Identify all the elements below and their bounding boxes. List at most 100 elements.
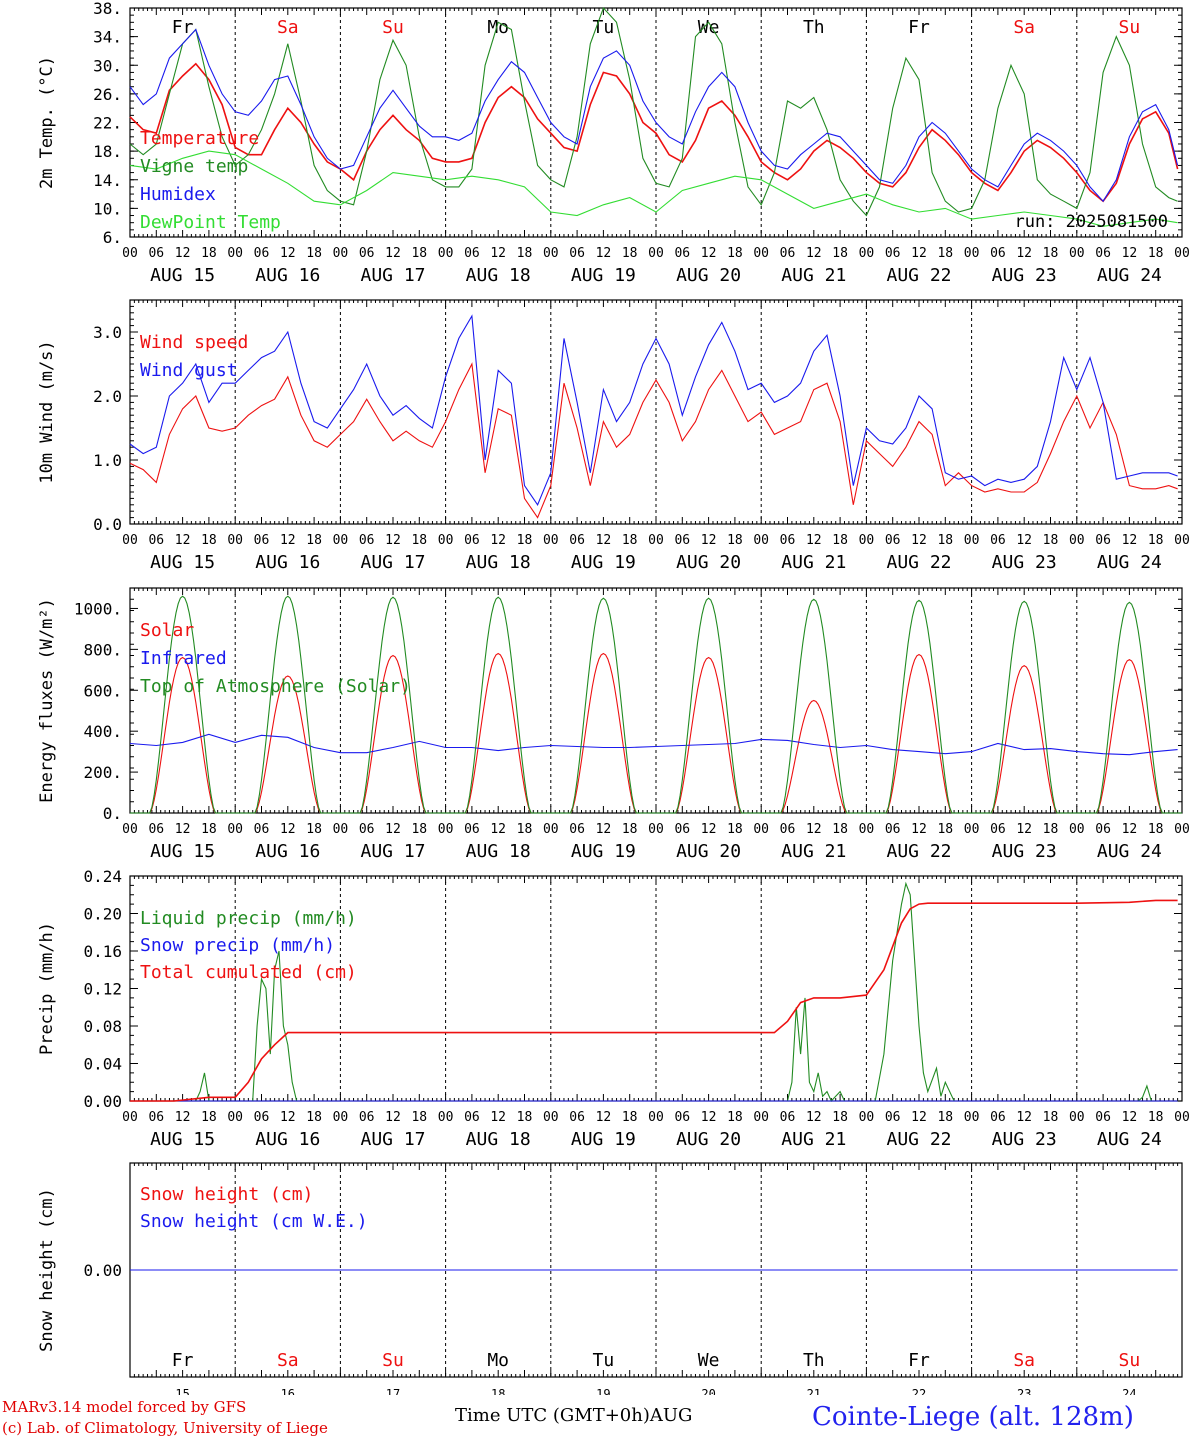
weekday-label: Sa	[1013, 1350, 1035, 1371]
legend-entry: Solar	[140, 620, 194, 641]
legend-entry: Wind speed	[140, 332, 248, 353]
weekday-label: Su	[1119, 1350, 1141, 1371]
y-tick-label: 14.	[93, 171, 122, 190]
y-axis-label: Precip (mm/h)	[37, 922, 57, 1055]
weekday-label: Su	[382, 1350, 404, 1371]
y-tick-label: 22.	[93, 114, 122, 133]
hour-label: 06	[1095, 246, 1111, 261]
date-label: AUG 19	[571, 265, 636, 286]
hour-label: 06	[569, 1110, 585, 1125]
hour-label: 12	[385, 822, 401, 837]
hour-label: 18	[1043, 822, 1059, 837]
date-label: AUG 19	[571, 552, 636, 573]
hour-label: 18	[201, 1110, 217, 1125]
y-tick-label: 34.	[93, 28, 122, 47]
hour-label: 00	[438, 822, 454, 837]
y-tick-label: 0.08	[83, 1017, 122, 1036]
hour-label: 06	[990, 822, 1006, 837]
y-tick-label: 18.	[93, 142, 122, 161]
hour-label: 00	[333, 1110, 349, 1125]
series-line	[130, 881, 1178, 1102]
hour-label: 06	[674, 1110, 690, 1125]
hour-label: 06	[780, 822, 796, 837]
hour-label: 12	[1122, 822, 1138, 837]
hour-label: 18	[727, 533, 743, 548]
station-name: Cointe-Liege (alt. 128m)	[812, 1402, 1134, 1432]
hour-label: 18	[1148, 246, 1164, 261]
hour-label: 00	[543, 246, 559, 261]
panel-3: 0. 200. 400. 600. 800. 1000. Energy fluxes (W/…	[37, 587, 1190, 862]
hour-label: 18	[622, 1110, 638, 1125]
series-line	[129, 733, 1178, 756]
day-number-label: 20	[701, 1387, 715, 1395]
y-tick-label: 0.24	[83, 867, 122, 886]
hour-label: 00	[648, 246, 664, 261]
hour-label: 00	[122, 1110, 138, 1125]
hour-label: 18	[411, 246, 427, 261]
hour-label: 00	[122, 822, 138, 837]
y-tick-label: 0.16	[83, 942, 122, 961]
date-label: AUG 23	[992, 841, 1057, 862]
hour-label: 12	[701, 246, 717, 261]
date-label: AUG 24	[1097, 552, 1162, 573]
y-axis-label: 2m Temp. (°C)	[37, 56, 57, 189]
hour-label: 06	[885, 246, 901, 261]
legend-entry: Snow height (cm)	[140, 1184, 313, 1205]
hour-label: 12	[596, 533, 612, 548]
date-label: AUG 18	[466, 265, 531, 286]
hour-label: 12	[385, 246, 401, 261]
series-line	[129, 62, 1179, 203]
y-tick-label: 0.0	[93, 515, 122, 534]
hour-label: 18	[832, 246, 848, 261]
model-credit: MARv3.14 model forced by GFS	[2, 1398, 247, 1416]
hour-label: 00	[648, 1110, 664, 1125]
hour-label: 06	[569, 533, 585, 548]
legend-entry: Infrared	[140, 648, 227, 669]
hour-label: 18	[1148, 533, 1164, 548]
legend-entry: Humidex	[140, 184, 216, 205]
weekday-label: Sa	[277, 17, 299, 38]
day-number-label: 21	[807, 1387, 821, 1395]
hour-label: 00	[438, 533, 454, 548]
y-axis-label: 10m Wind (m/s)	[37, 340, 57, 483]
date-label: AUG 21	[781, 552, 846, 573]
hour-label: 06	[885, 1110, 901, 1125]
hour-label: 06	[674, 533, 690, 548]
date-label: AUG 19	[571, 841, 636, 862]
hour-label: 00	[859, 246, 875, 261]
series-line	[130, 595, 1182, 814]
date-label: AUG 22	[886, 1129, 951, 1150]
hour-label: 06	[674, 822, 690, 837]
y-tick-label: 6.	[103, 228, 122, 247]
legend-entry: Snow precip (mm/h)	[140, 935, 335, 956]
date-label: AUG 24	[1097, 841, 1162, 862]
hour-label: 12	[1122, 246, 1138, 261]
hour-label: 06	[359, 533, 375, 548]
hour-label: 18	[306, 246, 322, 261]
hour-label: 00	[1174, 533, 1190, 548]
day-number-label: 16	[281, 1387, 295, 1395]
hour-label: 18	[832, 822, 848, 837]
hour-label: 00	[648, 533, 664, 548]
panel-4: 0.00 0.04 0.08 0.12 0.16 0.20 0.24 Precip (mm/h…	[37, 867, 1190, 1150]
panel-5: 0.00 Snow height (cm) Fr 15 Sa 16 Su 17 Mo 18 Tu 19…	[37, 1162, 1183, 1395]
hour-label: 18	[727, 1110, 743, 1125]
hour-label: 00	[543, 822, 559, 837]
series-line	[129, 314, 1178, 506]
date-label: AUG 22	[886, 552, 951, 573]
hour-label: 18	[1043, 533, 1059, 548]
day-number-label: 15	[175, 1387, 189, 1395]
hour-label: 06	[254, 533, 270, 548]
weekday-label: We	[698, 17, 720, 38]
hour-label: 00	[1069, 822, 1085, 837]
hour-label: 00	[227, 533, 243, 548]
hour-label: 06	[254, 822, 270, 837]
date-label: AUG 16	[255, 265, 320, 286]
date-label: AUG 15	[150, 265, 215, 286]
date-label: AUG 17	[360, 1129, 425, 1150]
hour-label: 18	[517, 533, 533, 548]
weekday-label: Su	[382, 17, 404, 38]
date-label: AUG 20	[676, 265, 741, 286]
day-number-label: 18	[491, 1387, 505, 1395]
hour-label: 12	[175, 822, 191, 837]
